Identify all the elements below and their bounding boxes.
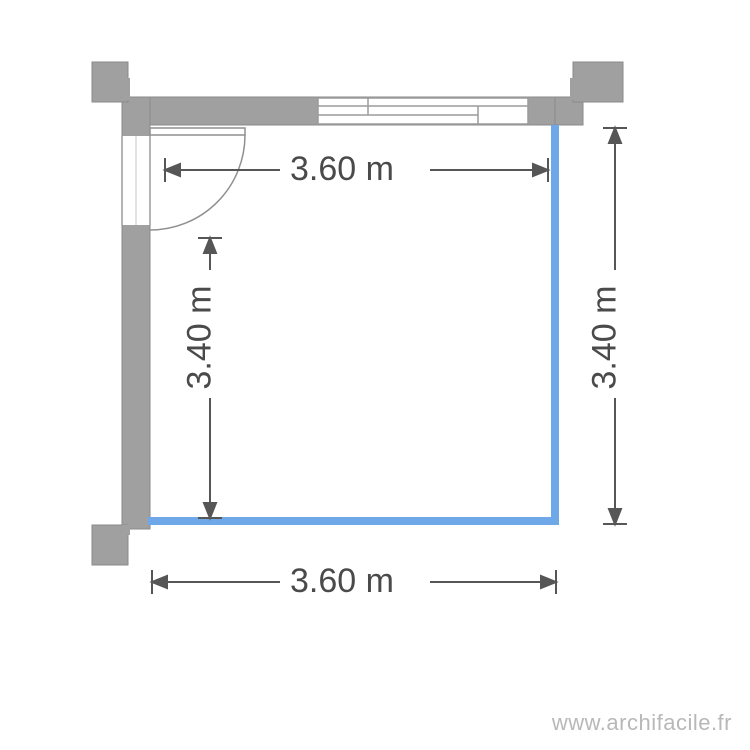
- watermark: www.archifacile.fr: [552, 710, 732, 736]
- dim-right-height-label: 3.40 m: [585, 286, 624, 390]
- window-top: [318, 98, 528, 124]
- door-left: [122, 128, 245, 230]
- dim-left-height-label: 3.40 m: [180, 286, 219, 390]
- dim-top-width-label: 3.60 m: [290, 150, 394, 189]
- dim-bottom-width-label: 3.60 m: [290, 562, 394, 601]
- pillar-top-right: [573, 62, 623, 102]
- floorplan-canvas: [0, 0, 750, 750]
- walls: [92, 62, 623, 565]
